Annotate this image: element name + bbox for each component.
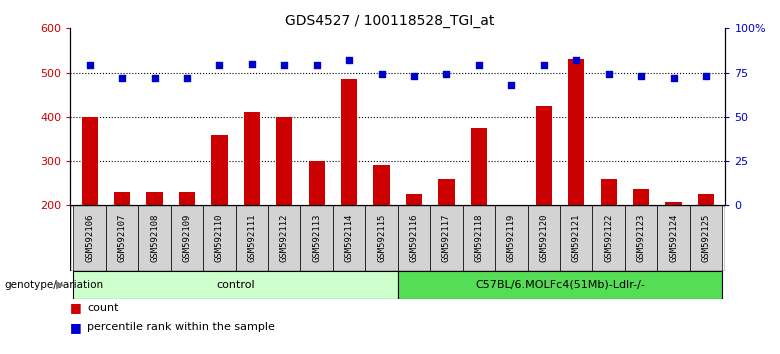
FancyBboxPatch shape (398, 271, 722, 299)
Bar (309, 161, 324, 205)
Bar (536, 106, 552, 205)
FancyBboxPatch shape (560, 205, 593, 271)
FancyBboxPatch shape (463, 205, 495, 271)
Text: GSM592110: GSM592110 (215, 214, 224, 262)
Text: ■: ■ (70, 321, 82, 334)
Point (602, 72, 615, 77)
Text: GSM592121: GSM592121 (572, 214, 580, 262)
Bar (147, 192, 163, 205)
Text: GSM592107: GSM592107 (118, 214, 126, 262)
Text: count: count (87, 303, 119, 313)
Text: GSM592123: GSM592123 (636, 214, 646, 262)
Point (116, 75, 129, 81)
Text: percentile rank within the sample: percentile rank within the sample (87, 322, 275, 332)
Point (505, 82, 518, 88)
Text: GSM592124: GSM592124 (669, 214, 678, 262)
FancyBboxPatch shape (73, 271, 398, 299)
Text: GSM592108: GSM592108 (150, 214, 159, 262)
FancyBboxPatch shape (106, 205, 138, 271)
Bar (211, 135, 228, 205)
FancyBboxPatch shape (625, 205, 658, 271)
FancyBboxPatch shape (171, 205, 203, 271)
FancyBboxPatch shape (203, 205, 236, 271)
Point (343, 57, 356, 63)
Point (667, 75, 679, 81)
Text: GSM592116: GSM592116 (410, 214, 419, 262)
Text: GSM592122: GSM592122 (604, 214, 613, 262)
Bar (406, 194, 422, 205)
Point (181, 75, 193, 81)
FancyBboxPatch shape (690, 205, 722, 271)
Text: GSM592111: GSM592111 (247, 214, 257, 262)
Text: C57BL/6.MOLFc4(51Mb)-Ldlr-/-: C57BL/6.MOLFc4(51Mb)-Ldlr-/- (475, 280, 645, 290)
Text: GSM592109: GSM592109 (183, 214, 191, 262)
Bar (438, 179, 455, 205)
Point (473, 63, 485, 68)
FancyBboxPatch shape (593, 205, 625, 271)
Text: GSM592112: GSM592112 (280, 214, 289, 262)
Text: ■: ■ (70, 302, 82, 314)
Bar (601, 179, 617, 205)
Bar (568, 59, 584, 205)
Point (148, 75, 161, 81)
FancyBboxPatch shape (658, 205, 690, 271)
Bar (276, 117, 292, 205)
Text: GSM592125: GSM592125 (701, 214, 711, 262)
Bar (698, 194, 714, 205)
Point (408, 73, 420, 79)
Bar (114, 192, 130, 205)
Text: genotype/variation: genotype/variation (4, 280, 103, 290)
FancyBboxPatch shape (495, 205, 527, 271)
Point (635, 73, 647, 79)
FancyBboxPatch shape (268, 205, 300, 271)
FancyBboxPatch shape (236, 205, 268, 271)
Text: GSM592119: GSM592119 (507, 214, 516, 262)
Text: GSM592113: GSM592113 (312, 214, 321, 262)
Text: GSM592120: GSM592120 (539, 214, 548, 262)
Text: control: control (216, 280, 255, 290)
Point (440, 72, 452, 77)
Point (375, 72, 388, 77)
Bar (341, 79, 357, 205)
Bar (82, 117, 98, 205)
Bar (179, 192, 195, 205)
FancyBboxPatch shape (73, 205, 106, 271)
Text: GSM592106: GSM592106 (85, 214, 94, 262)
Text: GDS4527 / 100118528_TGI_at: GDS4527 / 100118528_TGI_at (285, 14, 495, 28)
Bar (665, 202, 682, 205)
Point (278, 63, 290, 68)
FancyBboxPatch shape (398, 205, 431, 271)
FancyBboxPatch shape (138, 205, 171, 271)
Point (700, 73, 712, 79)
Text: GSM592117: GSM592117 (442, 214, 451, 262)
Point (246, 61, 258, 67)
Text: GSM592118: GSM592118 (474, 214, 484, 262)
Bar (633, 189, 649, 205)
Bar (374, 166, 390, 205)
FancyBboxPatch shape (365, 205, 398, 271)
Point (570, 57, 583, 63)
Point (310, 63, 323, 68)
Point (83, 63, 96, 68)
FancyBboxPatch shape (333, 205, 365, 271)
FancyBboxPatch shape (300, 205, 333, 271)
Text: ▶: ▶ (56, 280, 65, 290)
Point (537, 63, 550, 68)
Point (213, 63, 225, 68)
FancyBboxPatch shape (527, 205, 560, 271)
FancyBboxPatch shape (431, 205, 463, 271)
Bar (471, 128, 487, 205)
Bar (243, 113, 260, 205)
Text: GSM592115: GSM592115 (377, 214, 386, 262)
Text: GSM592114: GSM592114 (345, 214, 353, 262)
